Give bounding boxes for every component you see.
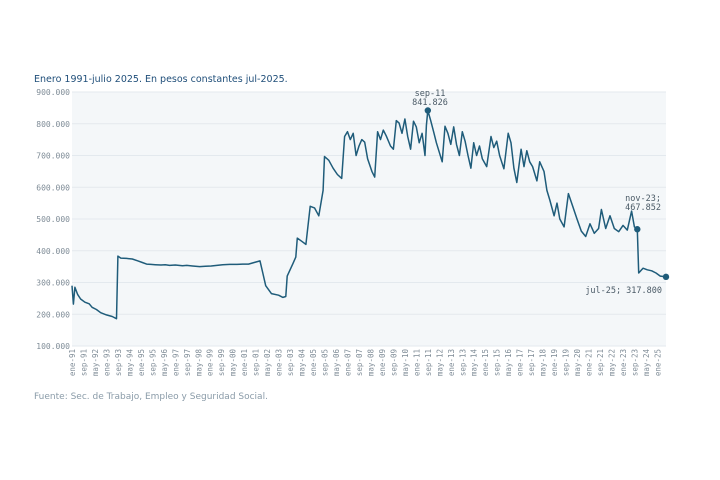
x-tick-label: may-98: [194, 349, 203, 377]
x-tick-label: ene-99: [206, 349, 215, 376]
y-tick-label: 600.000: [36, 183, 70, 192]
x-tick-label: sep-11: [424, 349, 433, 376]
y-tick-label: 300.000: [36, 279, 70, 288]
x-tick-label: may-00: [229, 349, 238, 377]
y-axis-ticks: 100.000 200.000 300.000 400.000 500.000 600.0…: [36, 88, 70, 351]
x-tick-label: sep-09: [389, 349, 398, 376]
x-tick-label: may-18: [539, 349, 548, 377]
x-tick-label: sep-93: [114, 349, 123, 376]
x-tick-label: ene-15: [481, 349, 490, 376]
x-tick-label: sep-15: [493, 349, 502, 376]
x-tick-label: may-12: [435, 349, 444, 376]
point-marker: [634, 226, 641, 233]
x-tick-label: may-96: [160, 349, 169, 377]
x-tick-label: sep-21: [596, 349, 605, 376]
series-line: [71, 109, 667, 320]
y-tick-label: 900.000: [36, 88, 70, 97]
y-tick-label: 800.000: [36, 120, 70, 129]
point-markers: [424, 107, 670, 281]
x-tick-label: may-06: [332, 349, 341, 377]
x-tick-label: may-16: [504, 349, 513, 377]
x-tick-label: may-08: [366, 349, 375, 377]
annotations: sep-11 841.826 nov-23; 467.852 jul-25; 3…: [412, 89, 662, 296]
x-tick-label: may-02: [263, 349, 272, 376]
y-tick-label: 100.000: [36, 342, 70, 351]
x-tick-label: sep-91: [79, 349, 88, 376]
x-tick-label: sep-13: [458, 349, 467, 376]
x-tick-label: sep-95: [148, 349, 157, 376]
y-tick-label: 700.000: [36, 152, 70, 161]
x-tick-label: ene-05: [309, 349, 318, 376]
y-tick-label: 500.000: [36, 215, 70, 224]
x-tick-label: ene-21: [585, 349, 594, 376]
x-tick-label: ene-95: [137, 349, 146, 376]
chart-source: Fuente: Sec. de Trabajo, Empleo y Seguri…: [34, 392, 268, 402]
annotation-peak-value: 841.826: [412, 98, 448, 108]
x-tick-label: sep-05: [321, 349, 330, 376]
point-marker: [424, 107, 432, 114]
x-tick-label: ene-93: [102, 349, 111, 376]
x-tick-label: may-10: [401, 349, 410, 377]
x-tick-label: ene-03: [275, 349, 284, 376]
x-tick-label: may-94: [125, 349, 134, 377]
gridlines: [72, 91, 666, 347]
annotation-nov23-value: 467.852: [625, 203, 661, 213]
x-tick-label: ene-25: [653, 349, 662, 376]
x-tick-label: may-04: [298, 349, 307, 377]
x-tick-label: sep-03: [286, 349, 295, 376]
annotation-nov23-date: nov-23;: [625, 194, 661, 204]
annotation-last: jul-25; 317.800: [585, 286, 662, 296]
x-tick-label: sep-01: [252, 349, 261, 376]
x-tick-label: ene-11: [412, 349, 421, 376]
point-marker: [662, 273, 670, 281]
x-tick-label: ene-97: [171, 349, 180, 376]
x-tick-label: ene-09: [378, 349, 387, 376]
y-tick-label: 200.000: [36, 310, 70, 319]
x-tick-label: may-20: [573, 349, 582, 377]
x-tick-label: may-22: [607, 349, 616, 376]
x-tick-label: ene-23: [619, 349, 628, 376]
x-tick-label: ene-13: [447, 349, 456, 376]
x-axis-ticks: ene-91 sep-91 may-92 ene-93 sep-93 may-94 ene-…: [68, 349, 662, 377]
x-tick-label: sep-23: [630, 349, 639, 376]
x-tick-label: ene-91: [68, 349, 77, 376]
x-tick-label: ene-17: [516, 349, 525, 376]
y-tick-label: 400.000: [36, 247, 70, 256]
x-tick-label: sep-19: [562, 349, 571, 376]
x-tick-label: sep-17: [527, 349, 536, 376]
annotation-peak-date: sep-11: [415, 89, 446, 99]
x-tick-label: sep-07: [355, 349, 364, 376]
x-tick-label: may-92: [91, 349, 100, 376]
x-tick-label: may-14: [470, 349, 479, 377]
x-tick-label: ene-01: [240, 349, 249, 376]
x-tick-label: sep-99: [217, 349, 226, 376]
chart-subtitle: Enero 1991-julio 2025. En pesos constant…: [34, 74, 288, 85]
x-tick-label: may-24: [642, 349, 651, 377]
x-tick-label: ene-19: [550, 349, 559, 376]
x-tick-label: sep-97: [183, 349, 192, 376]
x-tick-label: ene-07: [343, 349, 352, 376]
